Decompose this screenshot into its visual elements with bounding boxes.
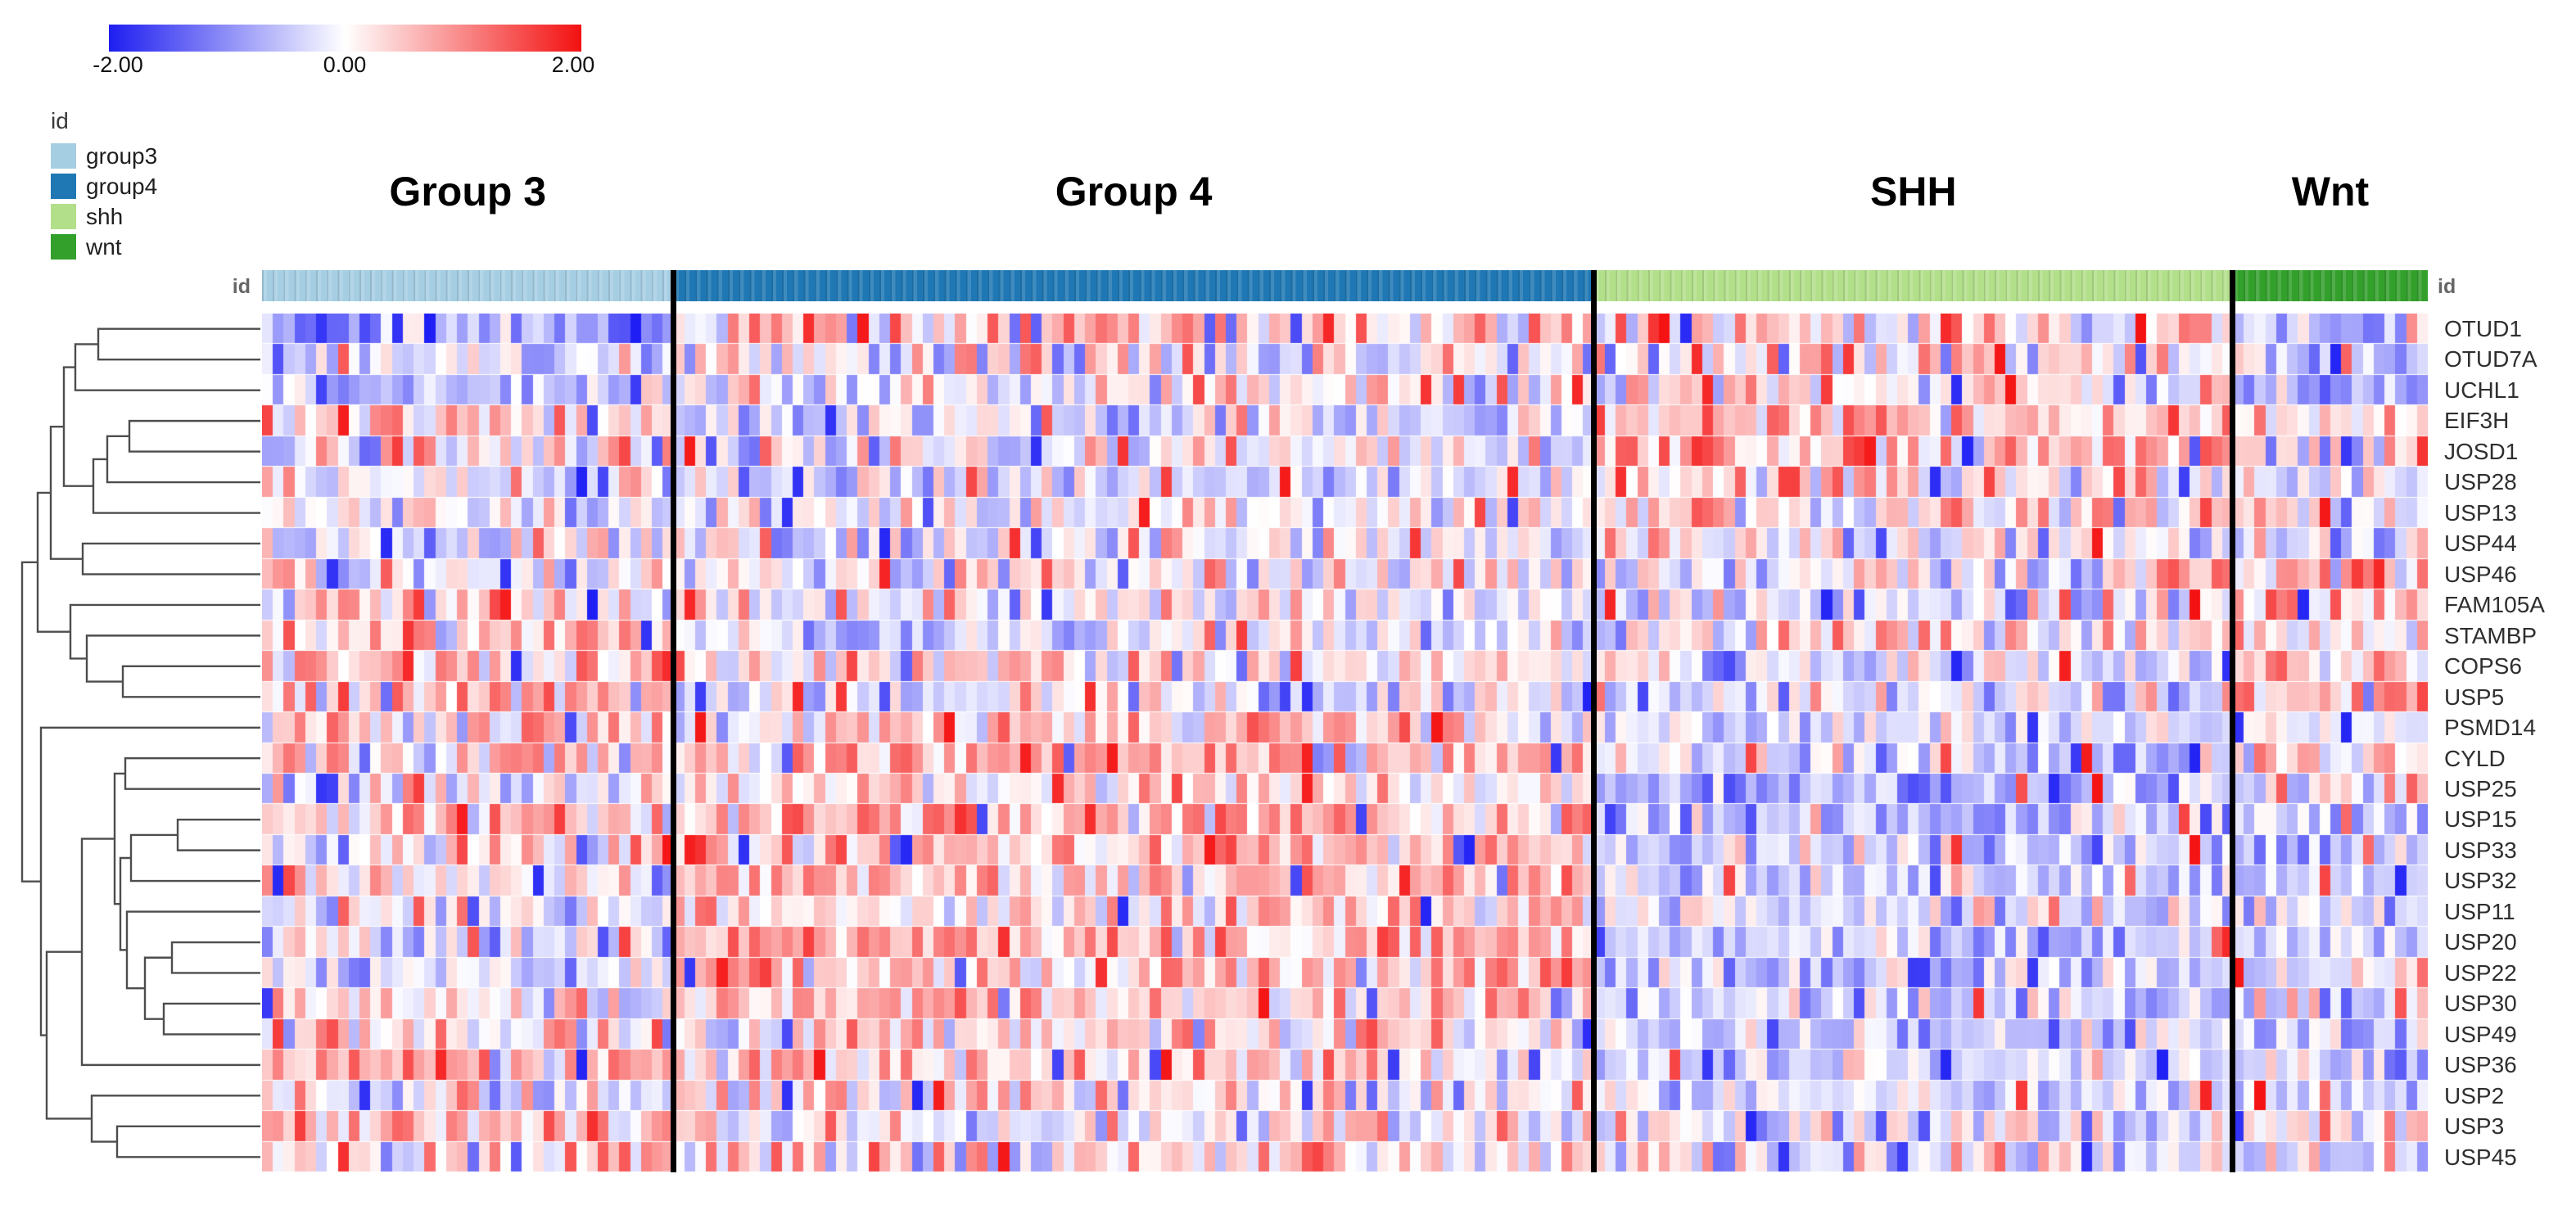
legend-items: group3 group4 shh wnt xyxy=(51,141,157,262)
colorbar-min-label: -2.00 xyxy=(93,52,143,77)
group-separator xyxy=(1591,270,1597,1172)
legend-item-label: group4 xyxy=(86,174,158,199)
legend-swatch-group4 xyxy=(51,174,76,199)
legend-swatch-wnt xyxy=(51,234,76,260)
legend-swatch-group3 xyxy=(51,143,76,169)
column-group-header-wnt: Wnt xyxy=(2291,169,2370,214)
legend-title: id xyxy=(51,108,69,133)
annotation-bar-segment-shh xyxy=(1593,270,2233,301)
row-label: UCHL1 xyxy=(2444,377,2520,403)
annotation-legend: id group3 group4 shh wnt xyxy=(51,108,157,262)
row-label: USP49 xyxy=(2444,1022,2517,1047)
row-label: CYLD xyxy=(2444,746,2506,771)
row-label: USP33 xyxy=(2444,837,2517,863)
annotation-id-label-left: id xyxy=(232,275,251,298)
legend-item-label: wnt xyxy=(86,234,122,260)
row-label: USP44 xyxy=(2444,530,2517,556)
row-label: USP3 xyxy=(2444,1113,2505,1139)
legend-item-group3: group3 xyxy=(51,141,157,171)
row-label: USP2 xyxy=(2444,1083,2505,1108)
legend-item-label: group3 xyxy=(86,143,158,169)
legend-item-label: shh xyxy=(86,204,124,229)
annotation-bar-segment-group4 xyxy=(673,270,1594,301)
row-dendrogram xyxy=(20,327,260,1158)
colorbar-gradient xyxy=(109,25,581,52)
legend-item-shh: shh xyxy=(51,201,157,232)
annotation-bar-stripes xyxy=(262,270,674,301)
row-label: USP28 xyxy=(2444,469,2517,494)
annotation-bar-stripes xyxy=(673,270,1594,301)
row-label: USP5 xyxy=(2444,684,2505,710)
sample-annotation-bar xyxy=(262,270,2428,301)
row-label: USP22 xyxy=(2444,960,2517,986)
row-label: JOSD1 xyxy=(2444,439,2519,464)
annotation-bar-stripes xyxy=(2232,270,2428,301)
row-label: USP45 xyxy=(2444,1144,2517,1170)
row-label: USP30 xyxy=(2444,991,2517,1016)
column-group-header-group3: Group 3 xyxy=(389,169,547,214)
row-label: USP32 xyxy=(2444,868,2517,893)
annotation-bar-segment-group3 xyxy=(262,270,674,301)
annotation-id-label-right: id xyxy=(2438,275,2456,298)
group-separator xyxy=(671,270,676,1172)
annotation-bar-segment-wnt xyxy=(2232,270,2428,301)
row-label: USP13 xyxy=(2444,500,2517,526)
row-label: USP25 xyxy=(2444,776,2517,801)
row-label: OTUD7A xyxy=(2444,346,2538,372)
row-label: USP36 xyxy=(2444,1052,2517,1077)
row-label: COPS6 xyxy=(2444,653,2522,679)
colorbar-mid-label: 0.00 xyxy=(323,52,367,77)
annotation-bar-stripes xyxy=(1593,270,2233,301)
legend-swatch-shh xyxy=(51,204,76,229)
dendrogram-branches xyxy=(20,327,260,1158)
legend-item-group4: group4 xyxy=(51,171,157,201)
column-group-header-shh: SHH xyxy=(1870,169,1957,214)
row-label: USP11 xyxy=(2444,899,2515,924)
group-separator xyxy=(2230,270,2235,1172)
column-group-header-group4: Group 4 xyxy=(1055,169,1213,214)
row-label: USP46 xyxy=(2444,562,2517,587)
row-label: STAMBP xyxy=(2444,623,2538,648)
legend-item-wnt: wnt xyxy=(51,232,157,262)
row-label: PSMD14 xyxy=(2444,715,2537,740)
row-label: EIF3H xyxy=(2444,408,2510,433)
row-label: USP20 xyxy=(2444,929,2517,955)
row-label: FAM105A xyxy=(2444,592,2545,617)
colorbar-max-label: 2.00 xyxy=(551,52,595,77)
row-label: OTUD1 xyxy=(2444,316,2522,341)
heatmap-canvas xyxy=(262,314,2428,1172)
row-label: USP15 xyxy=(2444,806,2517,832)
